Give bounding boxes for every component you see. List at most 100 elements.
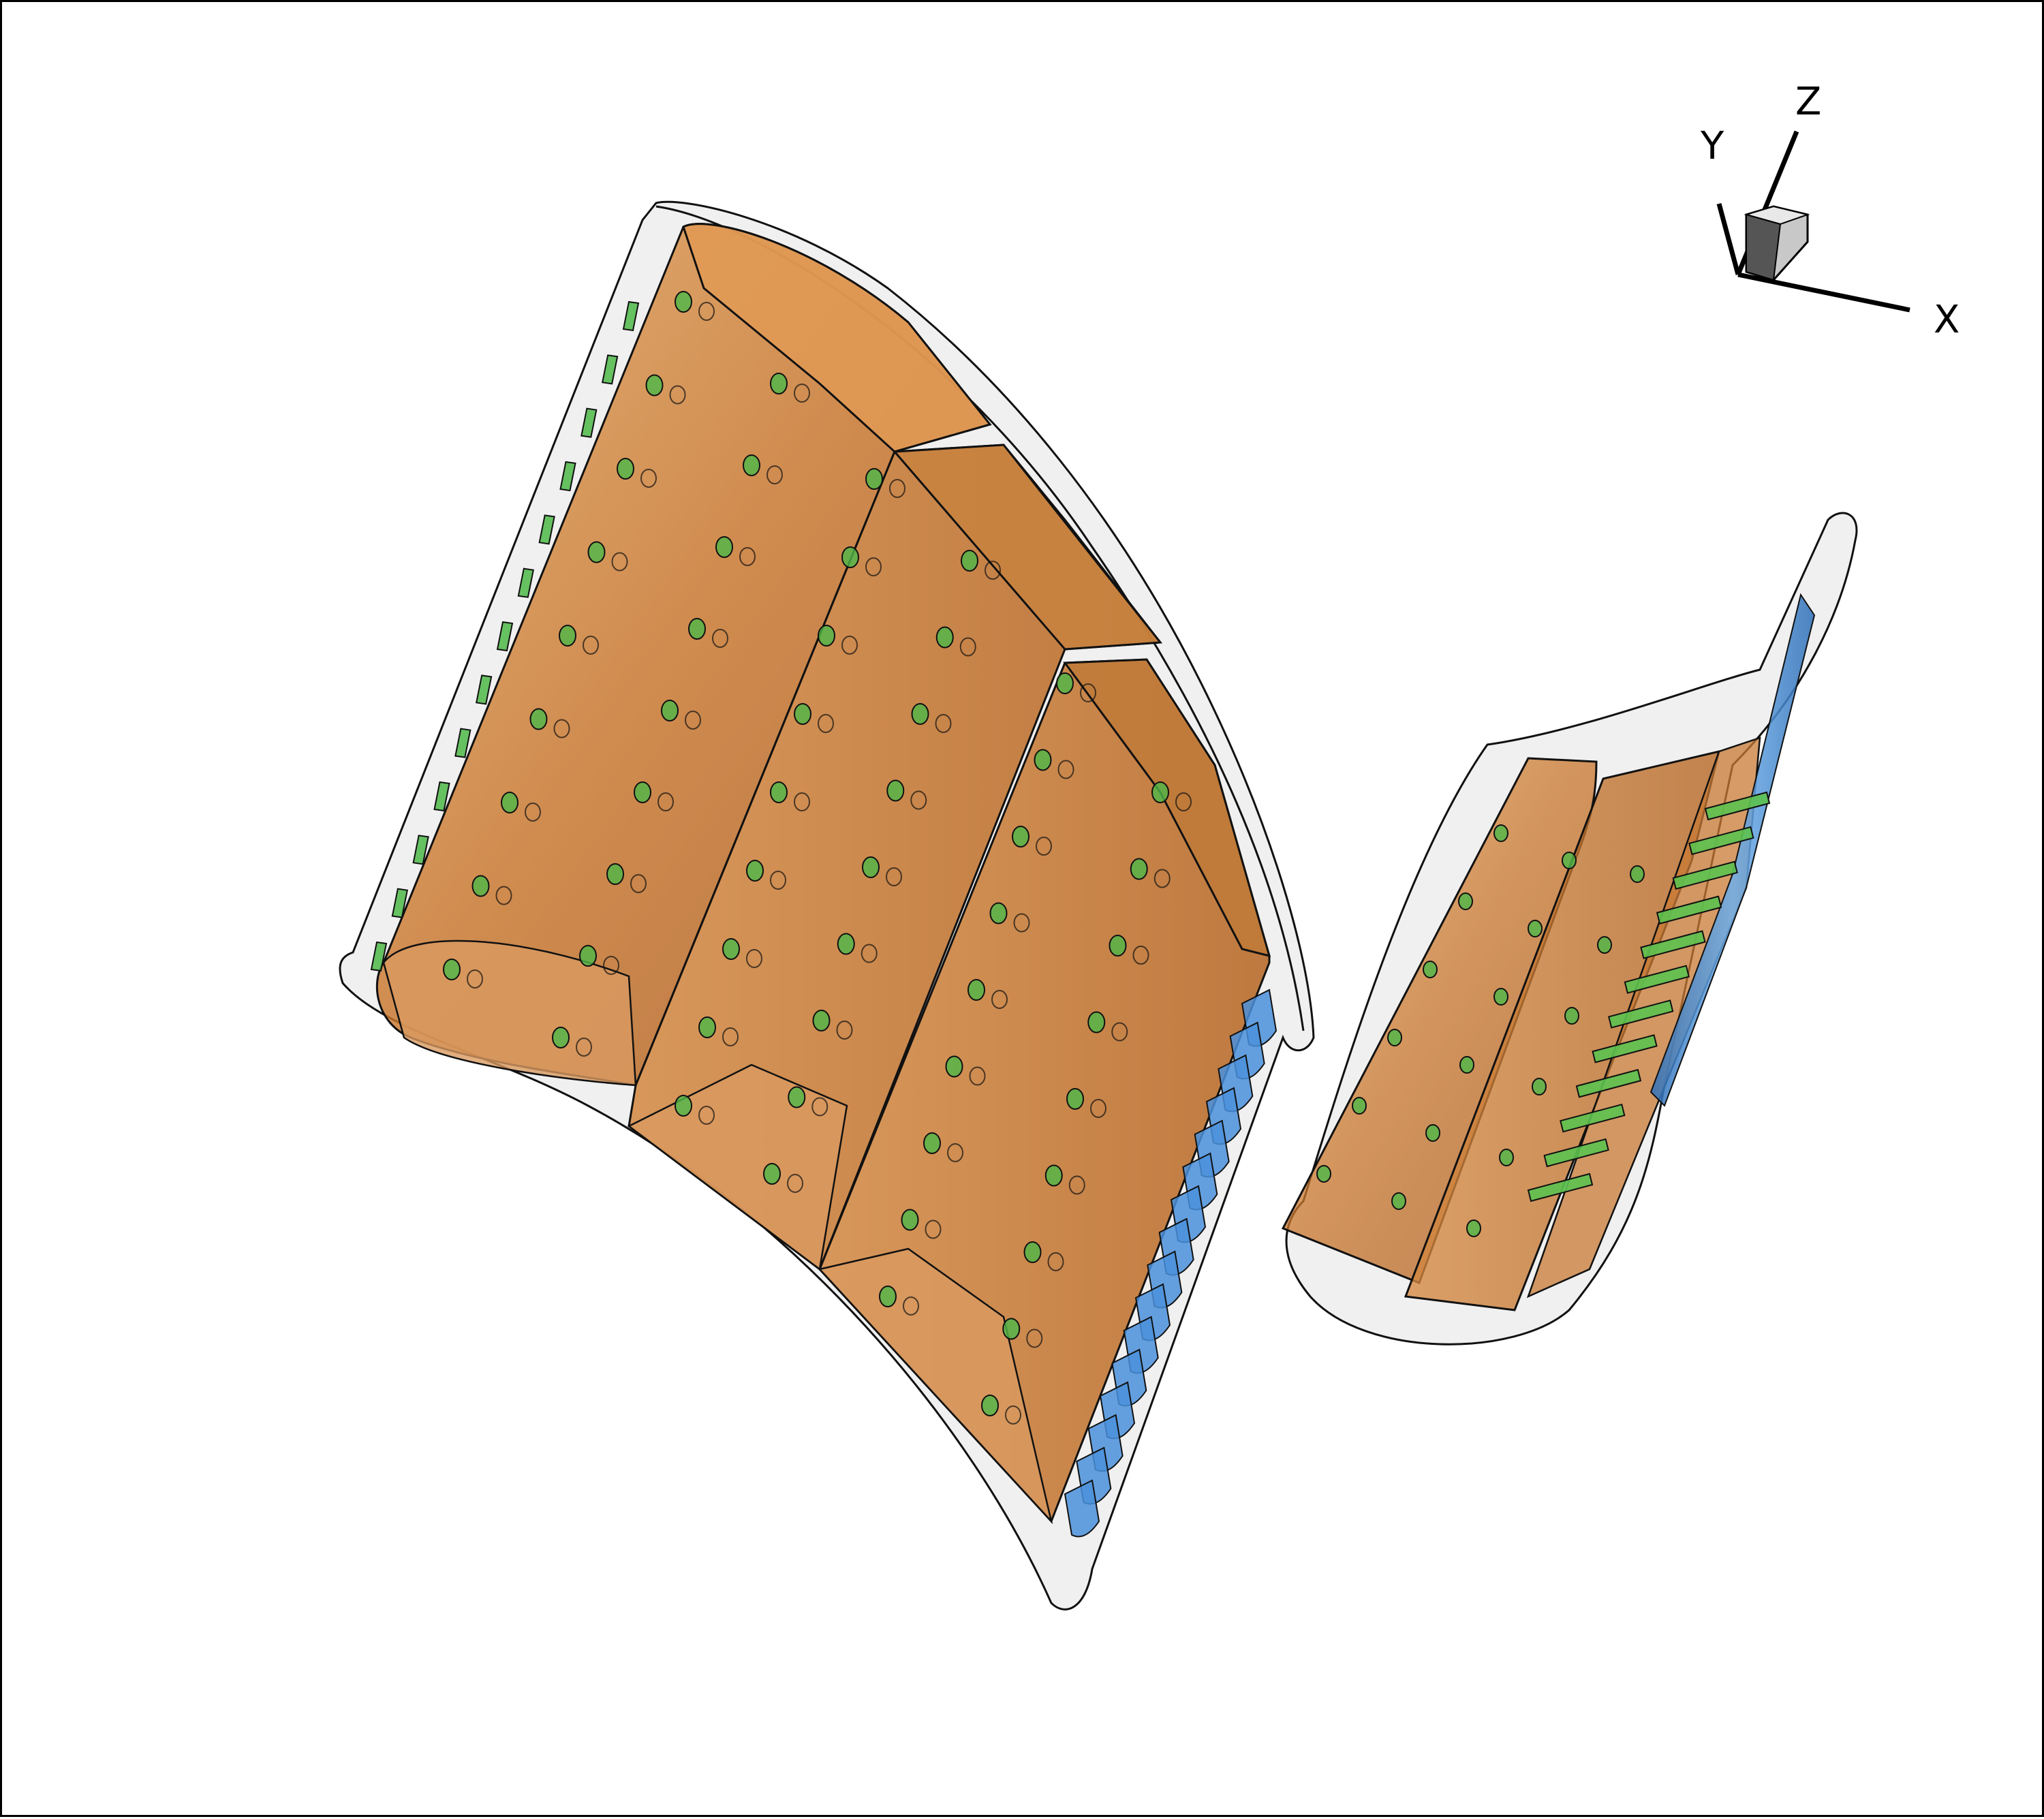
showerhead-holes-left — [370, 300, 640, 972]
film-hole-outline — [576, 1038, 592, 1057]
film-hole — [675, 291, 692, 313]
film-hole — [886, 779, 905, 802]
film-hole — [1151, 781, 1169, 803]
film-hole-outline — [1026, 1328, 1043, 1348]
film-hole-outline — [865, 557, 882, 576]
film-hole — [587, 541, 606, 563]
film-hole — [617, 458, 634, 480]
film-hole-outline — [794, 792, 810, 811]
film-hole — [935, 626, 954, 649]
film-hole — [1056, 672, 1074, 694]
film-hole-outline — [611, 552, 628, 572]
film-hole — [1012, 826, 1029, 848]
pressure-side-jets-right — [1527, 791, 1771, 1202]
film-hole — [763, 1163, 781, 1185]
film-hole-outline — [935, 714, 952, 733]
film-hole-outline — [1005, 1405, 1021, 1425]
film-hole-outline — [925, 1219, 942, 1239]
showerhead-hole — [370, 941, 388, 972]
film-cooling-holes-right — [1316, 824, 1645, 1237]
showerhead-hole — [538, 514, 555, 545]
pin-fin — [1064, 1479, 1100, 1538]
film-hole-outline — [770, 871, 786, 890]
film-hole-outline — [991, 990, 1008, 1009]
film-hole-outline — [525, 803, 541, 822]
film-hole-outline — [1068, 1175, 1085, 1195]
film-hole-outline — [722, 1027, 739, 1046]
film-hole — [879, 1286, 897, 1307]
film-hole — [911, 703, 929, 725]
film-hole-outline — [818, 714, 834, 733]
film-hole — [923, 1132, 941, 1154]
film-hole — [770, 781, 788, 803]
film-hole — [1532, 1078, 1547, 1095]
axis-triad: X Y Z — [1700, 80, 1960, 342]
film-hole — [770, 373, 788, 394]
film-hole-outline — [1153, 869, 1171, 888]
film-hole-outline — [746, 949, 762, 968]
film-hole-outline — [698, 1106, 715, 1125]
film-hole-outline — [1057, 760, 1074, 779]
film-hole-outline — [1090, 1099, 1106, 1118]
film-hole — [1630, 865, 1645, 883]
film-hole-outline — [947, 1143, 963, 1162]
film-hole-outline — [841, 636, 858, 655]
film-hole — [1493, 988, 1508, 1006]
film-hole-outline — [553, 719, 570, 739]
film-hole — [1562, 852, 1577, 869]
film-hole-outline — [657, 792, 674, 811]
film-hole-outline — [1080, 683, 1096, 702]
pressure-side-jet — [1624, 965, 1690, 994]
film-hole — [1423, 961, 1438, 978]
film-hole — [1044, 1164, 1063, 1187]
pressure-side-jet — [1575, 1069, 1642, 1098]
showerhead-hole — [496, 621, 514, 652]
film-hole — [1066, 1088, 1084, 1110]
film-hole — [901, 1209, 919, 1231]
film-hole — [552, 1027, 570, 1048]
film-hole-outline — [766, 465, 783, 484]
film-hole-outline — [467, 969, 483, 989]
film-hole — [501, 792, 518, 813]
film-cooling-holes-left — [443, 291, 1192, 1425]
film-hole-outline — [698, 302, 715, 321]
film-hole — [1352, 1097, 1367, 1115]
vane-left — [339, 200, 1315, 1611]
film-hole-outline — [903, 1296, 919, 1316]
showerhead-hole — [601, 354, 619, 385]
film-hole — [634, 781, 651, 803]
film-hole — [865, 468, 883, 490]
pressure-side-jet — [1656, 895, 1722, 924]
pressure-side-jet — [1543, 1138, 1609, 1168]
film-hole-outline — [1013, 913, 1030, 933]
film-hole — [675, 1095, 692, 1117]
film-hole-outline — [495, 886, 512, 905]
pressure-side-jet — [1592, 1034, 1658, 1063]
film-hole-outline — [1132, 946, 1149, 965]
pressure-side-jet — [1704, 791, 1771, 821]
film-hole-outline — [889, 479, 905, 498]
film-hole — [961, 550, 978, 572]
film-hole — [559, 625, 576, 647]
film-hole-outline — [1111, 1022, 1128, 1042]
film-hole — [1499, 1149, 1514, 1166]
film-hole-outline — [861, 944, 878, 963]
axis-label-y: Y — [1700, 124, 1724, 168]
axis-label-x: X — [1934, 298, 1960, 342]
showerhead-hole — [454, 728, 471, 758]
film-hole — [1087, 1011, 1106, 1033]
film-hole-outline — [640, 469, 657, 488]
film-hole-outline — [886, 867, 902, 886]
film-hole — [722, 938, 740, 960]
film-hole — [1109, 935, 1127, 957]
film-hole — [661, 700, 679, 721]
film-hole — [989, 902, 1008, 924]
film-hole — [967, 979, 985, 1001]
film-hole — [837, 933, 855, 955]
film-hole — [1493, 824, 1508, 842]
film-hole-outline — [1036, 837, 1052, 856]
film-hole — [841, 546, 859, 568]
film-hole — [862, 856, 880, 878]
film-hole — [788, 1086, 806, 1108]
